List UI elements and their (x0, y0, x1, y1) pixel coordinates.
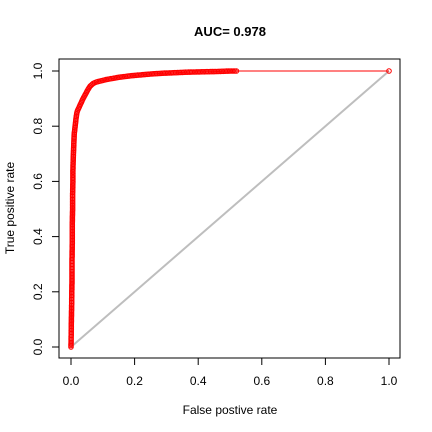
x-axis: 0.0 0.2 0.4 0.6 0.8 1.0 (63, 357, 398, 388)
y-tick-label: 1.0 (31, 62, 45, 79)
roc-point (233, 68, 240, 74)
x-tick-label: 0.4 (190, 374, 207, 388)
y-axis: 0.0 0.2 0.4 0.6 0.8 1.0 (31, 62, 60, 355)
chart-title: AUC= 0.978 (194, 24, 266, 39)
x-tick-label: 1.0 (381, 374, 398, 388)
y-tick-label: 0.0 (31, 338, 45, 355)
y-tick-label: 0.2 (31, 283, 45, 300)
x-tick-label: 0.6 (253, 374, 270, 388)
x-tick-label: 0.0 (63, 374, 80, 388)
roc-point (230, 68, 236, 74)
roc-point (232, 68, 238, 74)
x-tick-label: 0.8 (317, 374, 334, 388)
roc-curve (68, 68, 392, 350)
y-tick-label: 0.8 (31, 118, 45, 135)
y-tick-label: 0.4 (31, 228, 45, 245)
y-tick-label: 0.6 (31, 173, 45, 190)
x-axis-label: False postive rate (183, 403, 278, 417)
diagonal-reference-line (70, 70, 390, 348)
roc-point (386, 68, 392, 74)
y-axis-label: True positive rate (3, 162, 17, 255)
x-tick-label: 0.2 (126, 374, 143, 388)
